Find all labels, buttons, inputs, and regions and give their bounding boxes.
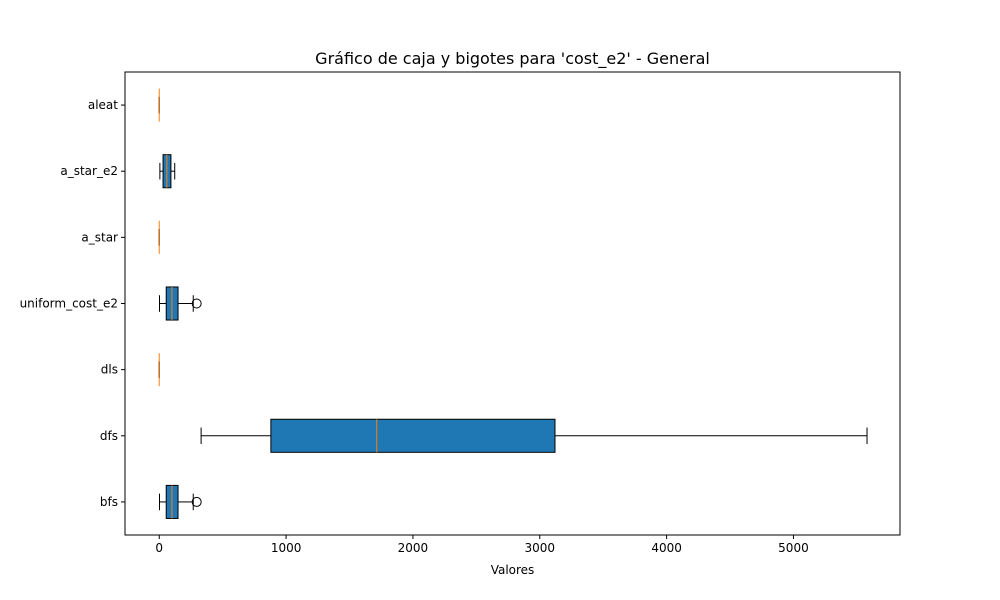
outlier-point [191,298,202,309]
x-tick-label: 2000 [398,541,429,555]
plot-area [158,88,868,519]
x-tick-label: 0 [155,541,163,555]
y-tick-label: a_star_e2 [60,164,118,178]
x-axis-label: Valores [491,563,535,577]
y-axis: bfs dfs dls uniform_cost_e2 a_star a_star_e2 a… [20,98,125,509]
y-tick-label: a_star [81,230,118,244]
y-tick-label: uniform_cost_e2 [20,297,118,311]
chart-title: Gráfico de caja y bigotes para 'cost_e2'… [315,49,710,69]
x-tick-label: 3000 [524,541,555,555]
box-dfs [200,418,868,453]
plot-frame [124,71,901,536]
y-tick-label: dls [101,363,118,377]
box-a_star_e2 [159,154,176,189]
x-tick-label: 4000 [651,541,682,555]
box-uniform_cost_e2 [159,286,202,321]
y-tick-label: aleat [88,98,118,112]
y-tick-label: dfs [100,429,118,443]
box-iqr [270,418,556,453]
y-tick-label: bfs [100,495,118,509]
box-bfs [159,484,202,519]
x-tick-label: 5000 [778,541,809,555]
x-tick-label: 1000 [271,541,302,555]
x-axis: 0 1000 2000 3000 4000 5000 [155,535,809,555]
outlier-point [191,496,202,507]
